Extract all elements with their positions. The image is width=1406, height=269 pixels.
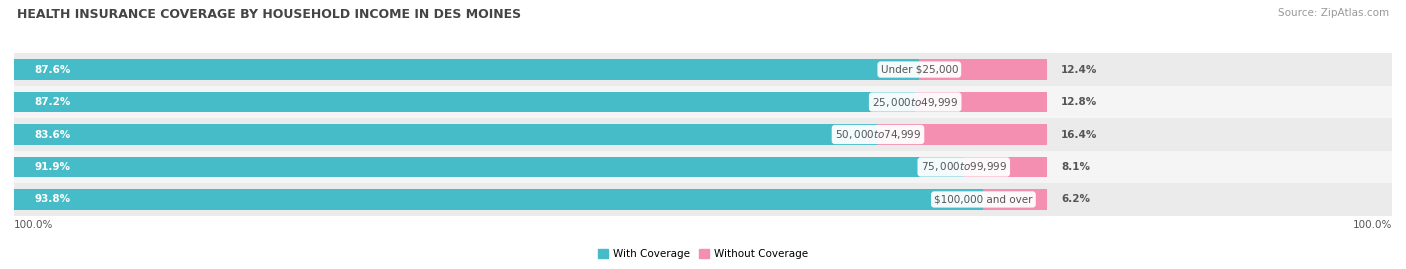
Bar (963, 157, 1047, 177)
Text: $100,000 and over: $100,000 and over (934, 194, 1032, 204)
Bar (14, 151, 1392, 183)
Bar (920, 59, 1047, 80)
Text: $25,000 to $49,999: $25,000 to $49,999 (872, 95, 959, 108)
Text: 100.0%: 100.0% (1353, 220, 1392, 230)
Bar (14, 189, 983, 210)
Text: 12.4%: 12.4% (1062, 65, 1098, 75)
Text: 12.8%: 12.8% (1062, 97, 1098, 107)
Text: 83.6%: 83.6% (35, 129, 70, 140)
Text: Under $25,000: Under $25,000 (880, 65, 957, 75)
Text: 6.2%: 6.2% (1062, 194, 1090, 204)
Text: Source: ZipAtlas.com: Source: ZipAtlas.com (1278, 8, 1389, 18)
Bar (14, 118, 1392, 151)
Text: 91.9%: 91.9% (35, 162, 70, 172)
Text: $75,000 to $99,999: $75,000 to $99,999 (921, 161, 1007, 174)
Text: 93.8%: 93.8% (35, 194, 70, 204)
Text: 8.1%: 8.1% (1062, 162, 1090, 172)
Bar (14, 92, 915, 112)
Text: 100.0%: 100.0% (14, 220, 53, 230)
Bar (14, 53, 1392, 86)
Bar (915, 92, 1047, 112)
Bar (14, 125, 877, 144)
Text: 87.6%: 87.6% (35, 65, 72, 75)
Bar (14, 86, 1392, 118)
Bar (14, 157, 963, 177)
Text: HEALTH INSURANCE COVERAGE BY HOUSEHOLD INCOME IN DES MOINES: HEALTH INSURANCE COVERAGE BY HOUSEHOLD I… (17, 8, 522, 21)
Text: 87.2%: 87.2% (35, 97, 72, 107)
Bar (14, 183, 1392, 216)
Text: $50,000 to $74,999: $50,000 to $74,999 (835, 128, 921, 141)
Bar (877, 125, 1047, 144)
Bar (14, 59, 920, 80)
Legend: With Coverage, Without Coverage: With Coverage, Without Coverage (593, 245, 813, 264)
Text: 16.4%: 16.4% (1062, 129, 1098, 140)
Bar (983, 189, 1047, 210)
